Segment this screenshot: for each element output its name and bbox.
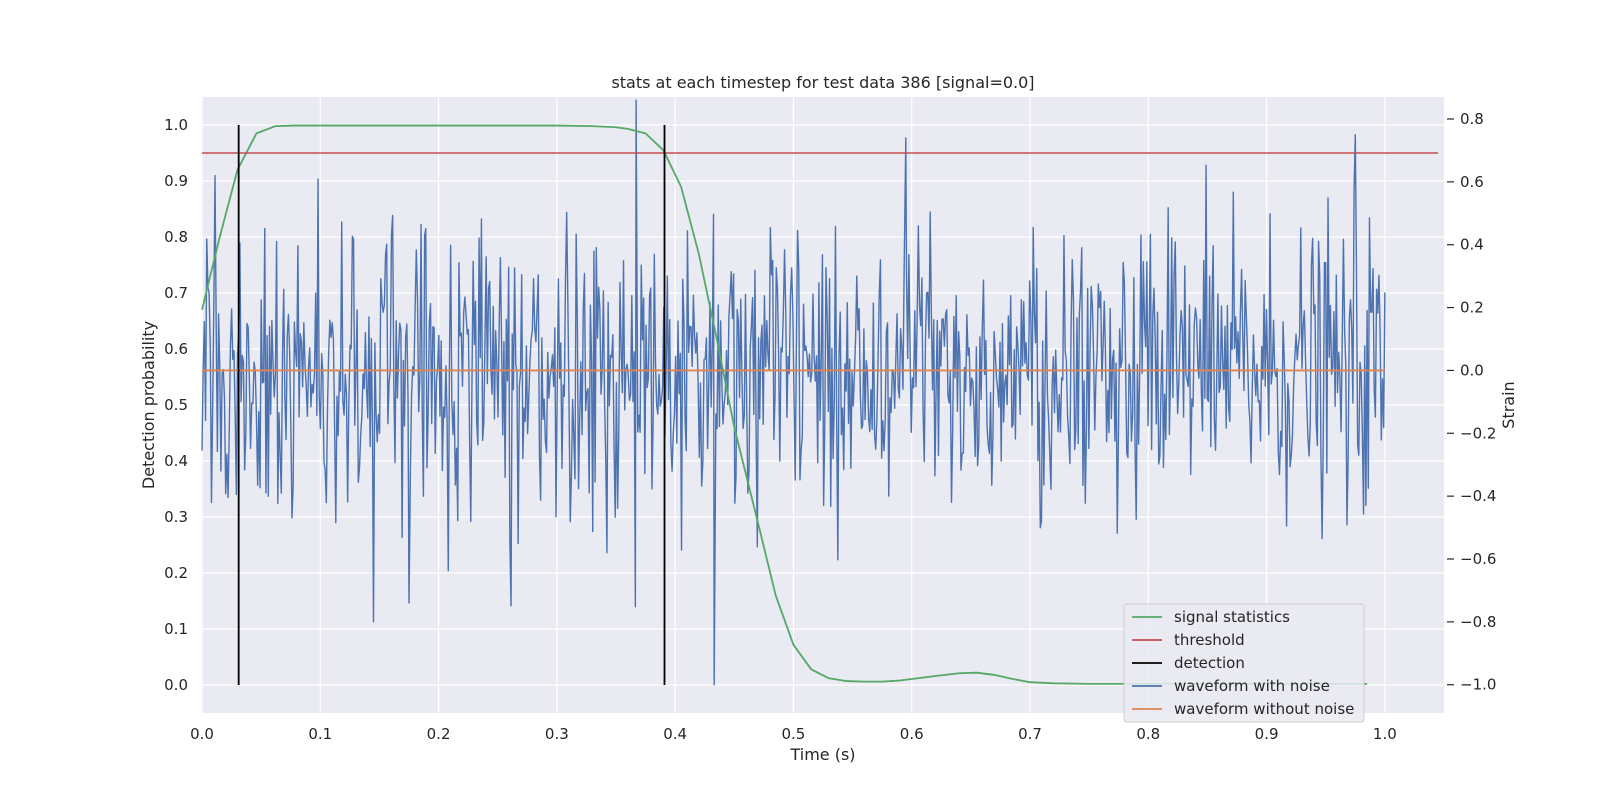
y-left-tick-label: 0.9 — [164, 172, 188, 190]
chart-title: stats at each timestep for test data 386… — [611, 73, 1034, 92]
axis-ticks: 0.0 0.1 0.2 0.3 0.4 0.5 0.6 0.7 0.8 0.9 1.0 0.0 0.1 0… — [164, 110, 1496, 743]
legend-box — [1123, 603, 1365, 723]
y-right-tick-label: −0.8 — [1460, 613, 1496, 631]
x-tick-label: 0.2 — [427, 725, 451, 743]
x-axis-label: Time (s) — [789, 745, 855, 764]
signal-statistics-line — [201, 124, 1368, 685]
y-left-tick-label: 0.3 — [164, 508, 188, 526]
legend-label-threshold: threshold — [1174, 631, 1245, 649]
legend-label-detection: detection — [1174, 654, 1245, 672]
x-tick-label: 0.7 — [1018, 725, 1042, 743]
y-right-tick-label: −0.2 — [1460, 424, 1496, 442]
y-left-tick-label: 0.4 — [164, 452, 188, 470]
y-right-tick-label: 0.2 — [1460, 299, 1484, 317]
x-tick-label: 0.8 — [1136, 725, 1160, 743]
y-left-tick-label: 1.0 — [164, 116, 188, 134]
x-tick-label: 0.1 — [308, 725, 332, 743]
x-tick-label: 1.0 — [1373, 725, 1397, 743]
x-tick-label: 0.3 — [545, 725, 569, 743]
x-tick-label: 0.0 — [190, 725, 214, 743]
x-tick-label: 0.6 — [900, 725, 924, 743]
legend-label-waveform-with-noise: waveform with noise — [1174, 677, 1330, 695]
y-left-tick-label: 0.5 — [164, 396, 188, 414]
y-right-tick-label: 0.0 — [1460, 361, 1484, 379]
series-detection — [237, 125, 666, 685]
x-tick-label: 0.4 — [663, 725, 687, 743]
legend: signal statistics threshold detection wa… — [1123, 603, 1365, 723]
y-right-tick-label: −0.6 — [1460, 550, 1496, 568]
y-axis-label-left: Detection probability — [139, 321, 158, 489]
y-left-tick-label: 0.8 — [164, 228, 188, 246]
y-right-tick-label: −0.4 — [1460, 487, 1496, 505]
y-left-tick-label: 0.0 — [164, 676, 188, 694]
y-right-tick-label: 0.8 — [1460, 110, 1484, 128]
legend-label-waveform-without-noise: waveform without noise — [1174, 700, 1354, 718]
y-left-tick-label: 0.7 — [164, 284, 188, 302]
y-axis-label-right: Strain — [1499, 381, 1518, 428]
legend-label-signal-statistics: signal statistics — [1174, 608, 1290, 626]
y-right-tick-label: 0.4 — [1460, 236, 1484, 254]
y-right-tick-label: 0.6 — [1460, 173, 1484, 191]
waveform-with-noise-line — [201, 99, 1386, 686]
series-signal-statistics — [201, 124, 1368, 685]
y-left-tick-label: 0.6 — [164, 340, 188, 358]
y-right-tick-label: −1.0 — [1460, 676, 1496, 694]
y-left-tick-label: 0.2 — [164, 564, 188, 582]
series-waveform-with-noise — [201, 99, 1386, 686]
x-tick-label: 0.9 — [1255, 725, 1279, 743]
grid — [201, 97, 1444, 713]
x-tick-label: 0.5 — [781, 725, 805, 743]
y-left-tick-label: 0.1 — [164, 620, 188, 638]
